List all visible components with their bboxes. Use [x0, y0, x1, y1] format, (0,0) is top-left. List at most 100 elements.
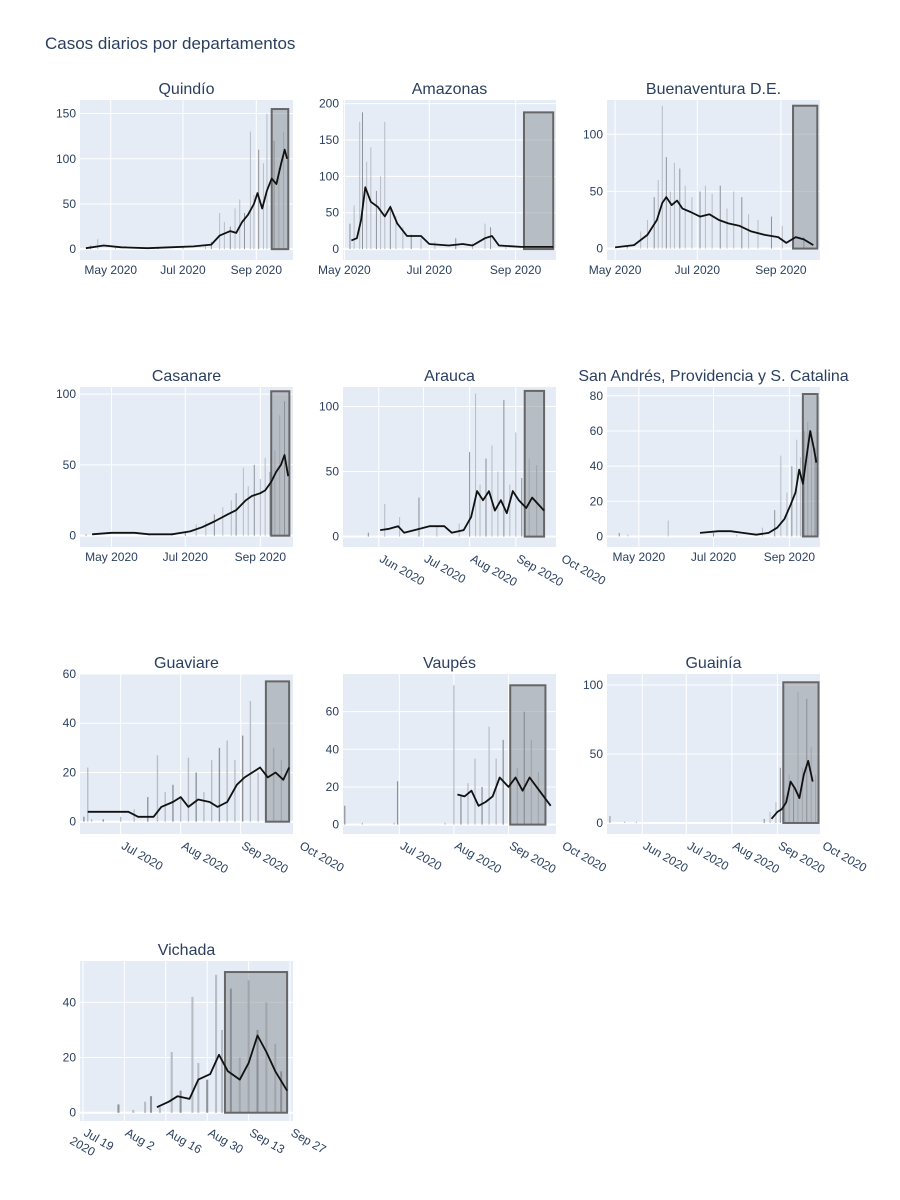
- bar: [366, 161, 368, 250]
- bar: [711, 193, 713, 249]
- bar: [367, 532, 369, 537]
- bar: [635, 821, 637, 823]
- bar: [87, 767, 89, 822]
- y-tick-label: 150: [319, 133, 339, 147]
- y-tick-label: 40: [63, 995, 77, 1009]
- x-tick-label: Jul 2020: [675, 263, 721, 277]
- x-tick-label: Jun 2020: [641, 838, 691, 875]
- bar: [509, 484, 511, 537]
- x-tick-label: Sep 2020: [776, 838, 828, 876]
- bar: [353, 205, 355, 250]
- bar: [215, 974, 218, 1113]
- bar: [253, 464, 255, 536]
- bar: [184, 531, 186, 536]
- bar: [179, 1090, 182, 1113]
- bar: [85, 534, 87, 536]
- bar: [219, 212, 221, 250]
- bar: [380, 176, 382, 250]
- bar: [781, 225, 783, 249]
- bar: [249, 131, 251, 250]
- bar: [266, 113, 268, 250]
- bar: [359, 121, 361, 250]
- subplot-2: 0 50 100 150 200 Amazonas May 2020 Jul 2020 Sep …: [318, 81, 556, 277]
- x-tick-label: Oct 2020: [297, 838, 346, 875]
- x-tick-label: Aug 2: [123, 1125, 157, 1153]
- bar: [269, 471, 271, 536]
- bar: [667, 520, 669, 537]
- bar: [799, 457, 801, 537]
- y-tick-label: 100: [319, 169, 339, 183]
- x-tick-label: Sep 2020: [231, 263, 283, 277]
- bar: [719, 185, 721, 249]
- subplot-3: 0 50 100 Buenaventura D.E. May 2020 Jul 2020 S…: [583, 81, 820, 277]
- y-tick-label: 60: [326, 705, 340, 719]
- bar: [474, 758, 476, 825]
- highlight-box: [522, 111, 555, 251]
- plot-area: [607, 100, 820, 260]
- bar: [679, 168, 681, 249]
- bar: [763, 818, 765, 823]
- y-tick-label: 20: [590, 494, 604, 508]
- bar: [220, 1029, 224, 1113]
- bar: [475, 393, 477, 537]
- bar: [253, 194, 255, 250]
- bar: [213, 514, 215, 536]
- bar: [684, 185, 686, 249]
- x-tick-label: Sep 2020: [514, 551, 566, 589]
- bar: [485, 458, 487, 537]
- y-tick-label: 40: [326, 742, 340, 756]
- bar: [699, 191, 701, 249]
- subplot-1: 0 50 100 150 Quindío May 2020 Jul 2020 Sep 2020: [56, 81, 293, 277]
- bar: [458, 523, 460, 537]
- bar: [349, 223, 351, 250]
- highlight-box: [523, 389, 546, 538]
- y-tick-label: 0: [596, 816, 603, 830]
- bar: [495, 758, 497, 825]
- y-tick-label: 50: [326, 465, 340, 479]
- y-tick-label: 0: [332, 530, 339, 544]
- highlight-box: [270, 390, 291, 537]
- bar: [691, 197, 693, 249]
- bar: [627, 534, 629, 537]
- bar: [673, 162, 675, 249]
- y-tick-label: 0: [69, 815, 76, 829]
- moving-average-line: [699, 430, 818, 536]
- x-tick-label: Sep 2020: [755, 263, 807, 277]
- subplot-title: Buenaventura D.E.: [646, 81, 781, 98]
- bar: [505, 245, 507, 250]
- x-tick-label: May 2020: [589, 263, 642, 277]
- bar: [609, 816, 611, 823]
- x-tick-label: Jul 2020: [685, 838, 732, 873]
- bar: [182, 246, 184, 250]
- y-tick-label: 60: [590, 424, 604, 438]
- bar: [384, 504, 386, 537]
- bar: [97, 239, 99, 250]
- y-tick-label: 40: [63, 716, 77, 730]
- moving-average-line: [87, 766, 290, 818]
- bar: [402, 227, 404, 250]
- highlight-box: [801, 393, 819, 538]
- y-tick-label: 0: [69, 1106, 76, 1120]
- bar: [361, 822, 363, 825]
- y-tick-label: 0: [596, 242, 603, 256]
- y-tick-label: 40: [590, 459, 604, 473]
- bar: [206, 1079, 209, 1113]
- bar: [453, 685, 455, 825]
- x-tick-label: Jul 2020: [691, 550, 737, 564]
- y-tick-label: 80: [590, 389, 604, 403]
- bar: [210, 760, 213, 822]
- bar: [132, 1109, 135, 1113]
- bar: [713, 532, 714, 537]
- bar: [434, 241, 436, 250]
- bar: [210, 241, 212, 250]
- y-tick-label: 20: [326, 780, 340, 794]
- bar: [264, 457, 266, 536]
- y-tick-label: 0: [332, 242, 339, 256]
- highlight-box: [223, 971, 289, 1114]
- x-tick-label: Sep 2020: [490, 263, 542, 277]
- subplot-title: Arauca: [424, 368, 475, 385]
- bar: [344, 805, 346, 825]
- bar: [479, 484, 481, 537]
- bar: [491, 445, 493, 537]
- bar: [247, 486, 249, 536]
